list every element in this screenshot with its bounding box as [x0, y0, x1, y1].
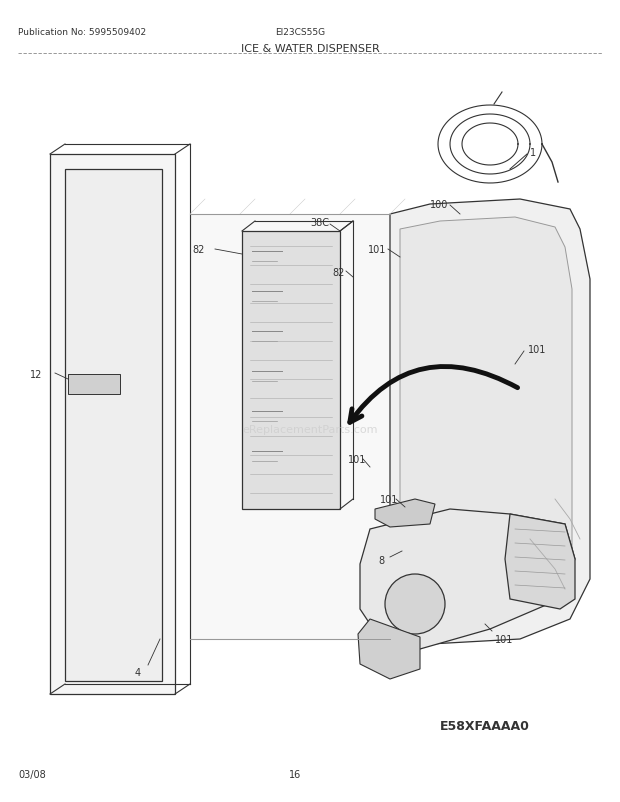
Polygon shape — [390, 200, 590, 644]
Polygon shape — [242, 232, 340, 509]
Polygon shape — [50, 155, 175, 695]
Text: 101: 101 — [368, 245, 386, 255]
Polygon shape — [358, 619, 420, 679]
Text: 12: 12 — [30, 370, 42, 379]
Text: 100: 100 — [430, 200, 448, 210]
Text: 38C: 38C — [310, 217, 329, 228]
Polygon shape — [400, 217, 572, 618]
Polygon shape — [360, 509, 575, 649]
Text: 16: 16 — [289, 769, 301, 779]
Text: 8: 8 — [378, 555, 384, 565]
Text: 82: 82 — [332, 268, 344, 277]
Text: 101: 101 — [528, 345, 546, 354]
Text: 101: 101 — [348, 455, 366, 464]
Text: 03/08: 03/08 — [18, 769, 46, 779]
Text: 101: 101 — [380, 494, 399, 504]
Text: 4: 4 — [135, 667, 141, 677]
Polygon shape — [68, 375, 120, 395]
Polygon shape — [505, 514, 575, 610]
Text: E58XFAAAA0: E58XFAAAA0 — [440, 719, 530, 732]
Text: eReplacementParts.com: eReplacementParts.com — [242, 424, 378, 435]
Polygon shape — [190, 215, 390, 639]
Text: ICE & WATER DISPENSER: ICE & WATER DISPENSER — [241, 44, 379, 54]
Text: 101: 101 — [495, 634, 513, 644]
Polygon shape — [65, 170, 162, 681]
Text: EI23CS55G: EI23CS55G — [275, 28, 325, 37]
Text: 1: 1 — [530, 148, 536, 158]
Text: Publication No: 5995509402: Publication No: 5995509402 — [18, 28, 146, 37]
Circle shape — [385, 574, 445, 634]
Polygon shape — [375, 500, 435, 528]
Text: 82: 82 — [192, 245, 205, 255]
FancyArrowPatch shape — [350, 367, 518, 423]
